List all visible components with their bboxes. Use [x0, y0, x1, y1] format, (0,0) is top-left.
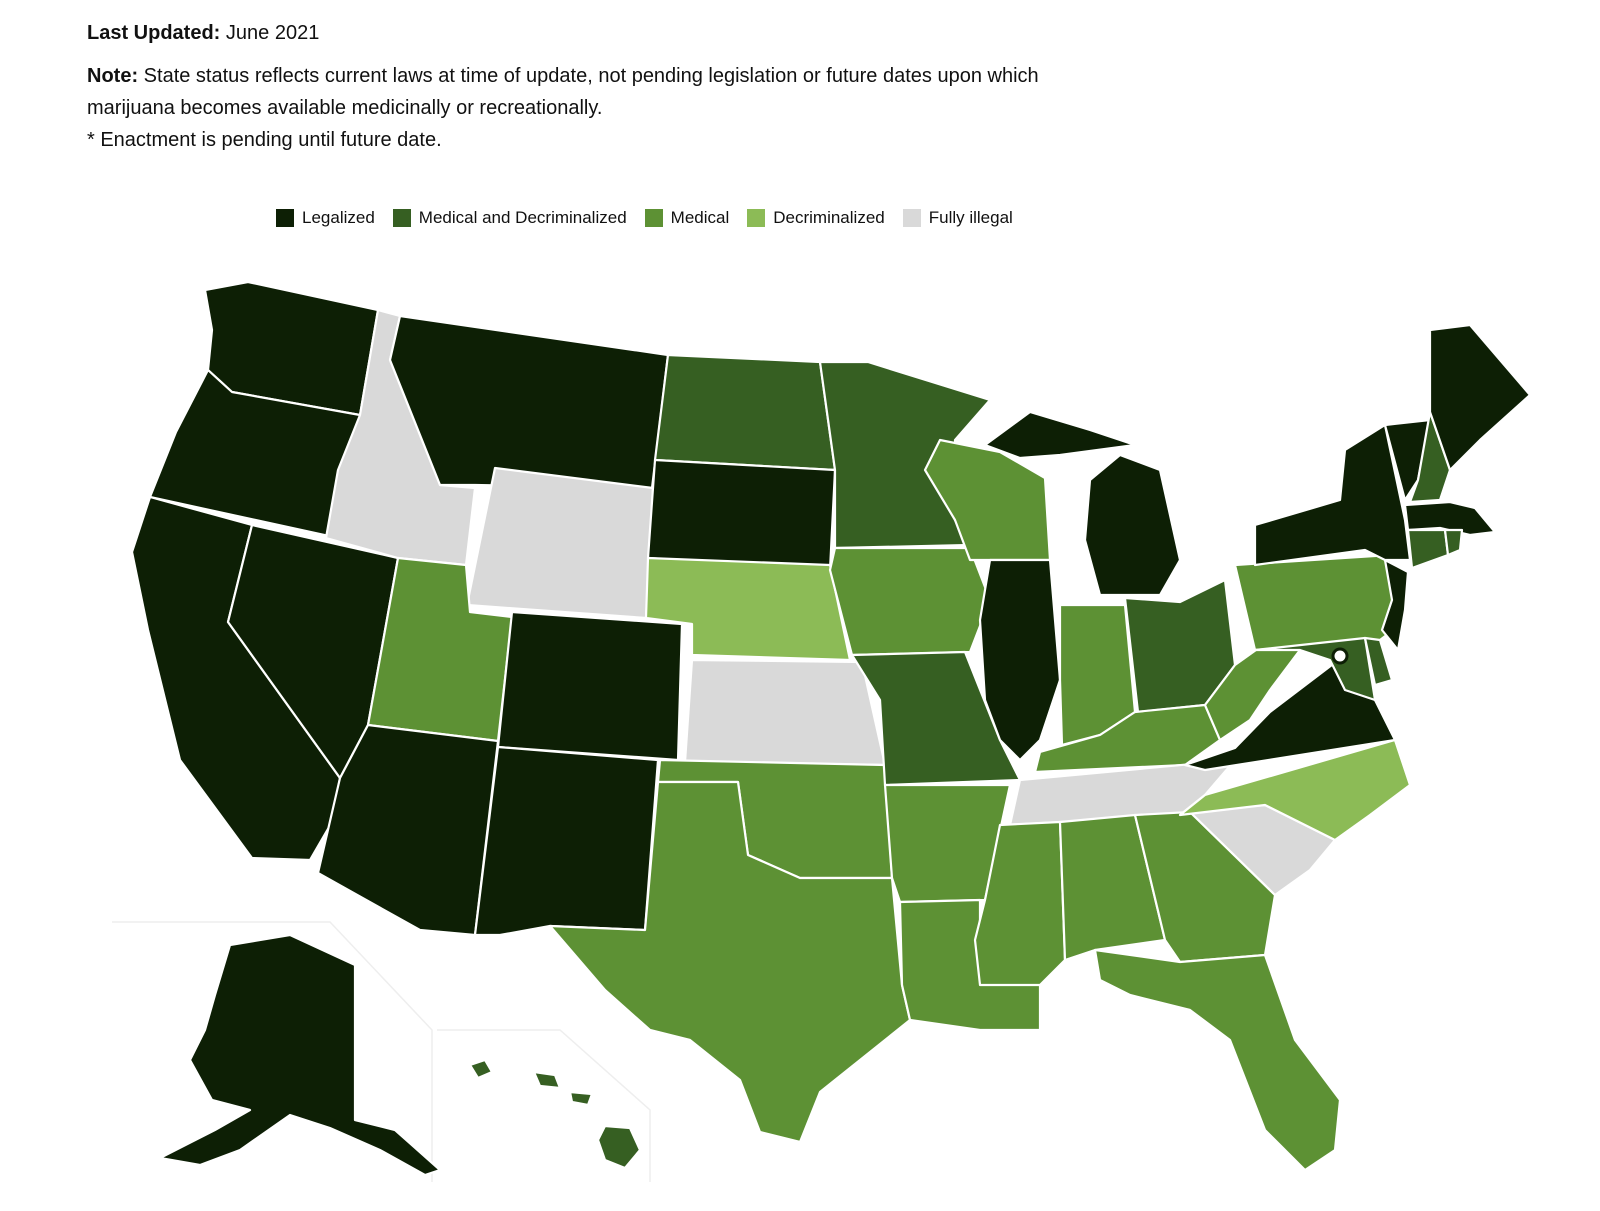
note-text: State status reflects current laws at ti… [87, 65, 1039, 119]
legend-item-medical-and-decriminalized: Medical and Decriminalized [392, 208, 627, 228]
state-nebraska[interactable] [644, 556, 852, 662]
state-colorado[interactable] [496, 610, 684, 762]
state-montana[interactable] [388, 314, 670, 490]
state-illinois[interactable] [978, 558, 1062, 762]
state-alabama[interactable] [1058, 813, 1167, 962]
alaska-inset-frame [112, 921, 433, 1182]
state-pennsylvania[interactable] [1233, 553, 1402, 652]
legend-swatch-legalized [276, 209, 294, 227]
state-new-jersey[interactable] [1380, 558, 1410, 652]
state-west-virginia[interactable] [1203, 638, 1302, 742]
state-south-dakota[interactable] [646, 458, 837, 572]
legend-label-medical: Medical [670, 208, 730, 227]
state-iowa[interactable] [828, 546, 992, 657]
last-updated-label: Last Updated: [87, 22, 221, 44]
legend-item-fully-illegal: Fully illegal [902, 208, 1013, 228]
legend-item-legalized: Legalized [276, 208, 375, 228]
state-connecticut[interactable] [1406, 528, 1450, 570]
legend-swatch-decriminalized [747, 209, 766, 227]
legend-label-decriminalized: Decriminalized [773, 208, 885, 227]
note: Note: State status reflects current laws… [87, 60, 1087, 124]
footnote: * Enactment is pending until future date… [87, 129, 442, 151]
state-alaska[interactable] [158, 933, 442, 1177]
state-north-dakota[interactable] [653, 353, 837, 472]
last-updated: Last Updated: June 2021 [87, 18, 1087, 48]
legend-swatch-medical-and-decriminalized [392, 209, 411, 227]
state-texas[interactable] [548, 780, 912, 1144]
legend-swatch-fully-illegal [902, 209, 921, 227]
state-wyoming[interactable] [465, 466, 655, 620]
state-rhode-island[interactable] [1443, 528, 1464, 557]
state-hawaii[interactable] [468, 1058, 642, 1170]
legend-item-decriminalized: Decriminalized [747, 208, 885, 228]
legend-label-medical-and-decriminalized: Medical and Decriminalized [418, 208, 627, 227]
header-notes: Last Updated: June 2021 Note: State stat… [87, 18, 1087, 156]
last-updated-value: June 2021 [225, 22, 320, 44]
legend-label-fully-illegal: Fully illegal [928, 208, 1013, 227]
legend-item-medical: Medical [644, 208, 730, 228]
note-label: Note: [87, 65, 139, 87]
state-florida[interactable] [1093, 948, 1342, 1172]
dc-marker[interactable] [1331, 647, 1349, 665]
state-north-carolina[interactable] [1178, 738, 1412, 842]
hawaii-inset-frame [437, 1029, 651, 1182]
state-maine[interactable] [1428, 323, 1532, 472]
state-new-mexico[interactable] [473, 745, 660, 937]
state-delaware[interactable] [1363, 636, 1394, 687]
legend-label-legalized: Legalized [302, 208, 375, 227]
state-new-york[interactable] [1253, 423, 1412, 567]
state-michigan[interactable] [983, 410, 1182, 597]
legend-swatch-medical [644, 209, 663, 227]
state-kansas[interactable] [683, 658, 887, 767]
map-legend: Legalized Medical and Decriminalized Med… [276, 208, 1031, 228]
